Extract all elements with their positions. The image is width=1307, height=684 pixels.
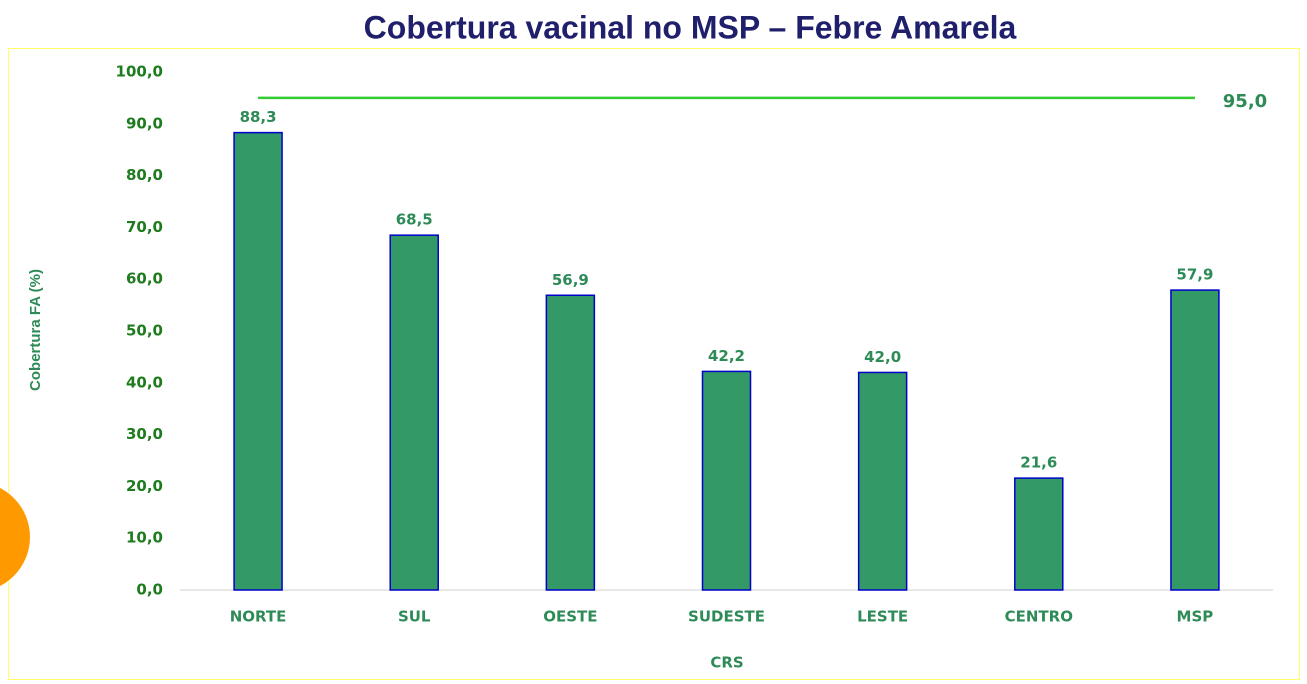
value-label: 56,9 (552, 271, 589, 289)
bar (857, 371, 908, 591)
chart-frame (8, 48, 1300, 680)
y-axis-label: Cobertura FA (%) (27, 269, 44, 391)
y-tick-label: 60,0 (126, 270, 163, 288)
x-tick-label: OESTE (543, 608, 597, 626)
y-tick-label: 70,0 (126, 218, 163, 236)
chart-title: Cobertura vacinal no MSP – Febre Amarela (364, 9, 1017, 45)
x-tick-label: SUL (398, 608, 431, 626)
x-tick-label: NORTE (230, 608, 287, 626)
bar (545, 294, 596, 591)
y-tick-label: 20,0 (126, 477, 163, 495)
bar (1014, 477, 1064, 591)
value-label: 42,2 (708, 347, 745, 365)
value-label: 68,5 (396, 211, 433, 229)
x-tick-label: CENTRO (1005, 608, 1073, 626)
y-tick-label: 80,0 (126, 166, 163, 184)
x-tick-label: MSP (1177, 608, 1214, 626)
y-tick-label: 100,0 (116, 63, 163, 81)
bar (233, 131, 283, 591)
bar (1170, 289, 1220, 591)
y-tick-label: 0,0 (136, 581, 163, 599)
y-tick-label: 10,0 (126, 529, 163, 547)
x-tick-label: LESTE (857, 608, 908, 626)
x-axis-label: CRS (710, 654, 743, 672)
bar (701, 370, 752, 591)
y-tick-label: 50,0 (126, 322, 163, 340)
reference-label: 95,0 (1223, 91, 1267, 112)
decor-circle (0, 488, 30, 586)
y-tick-label: 90,0 (126, 114, 163, 132)
y-tick-label: 40,0 (126, 373, 163, 391)
y-tick-label: 30,0 (126, 425, 163, 443)
value-label: 42,0 (864, 348, 901, 366)
value-label: 88,3 (240, 108, 277, 126)
value-label: 57,9 (1176, 266, 1213, 284)
x-tick-label: SUDESTE (688, 608, 765, 626)
bar (389, 234, 439, 591)
value-label: 21,6 (1020, 454, 1057, 472)
